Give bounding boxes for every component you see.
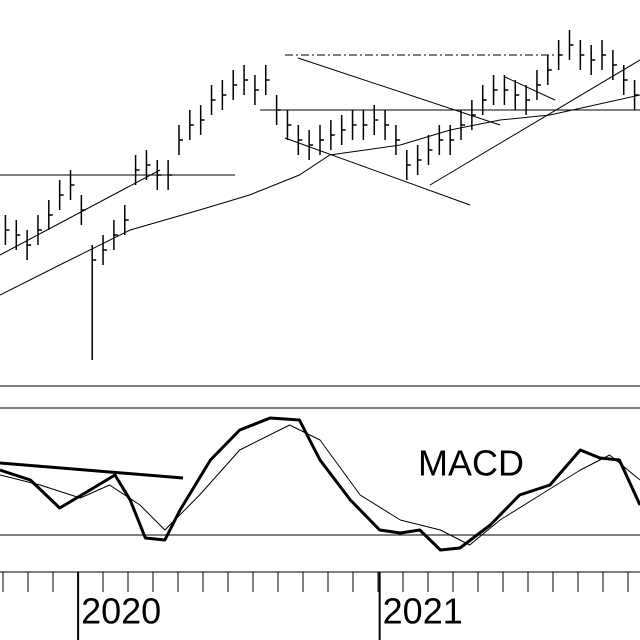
minor-ticks [2,572,629,592]
trendline [504,76,556,101]
trendline [429,59,640,186]
macd-line [0,424,640,546]
macd-trendline [0,461,184,480]
trendline [297,57,501,126]
year-label: 2020 [81,591,161,632]
trendlines [0,54,640,573]
year-label: 2021 [383,591,463,632]
trendline [284,137,471,206]
moving-average [0,94,640,296]
macd-line [0,416,640,552]
macd-label: MACD [418,443,524,484]
